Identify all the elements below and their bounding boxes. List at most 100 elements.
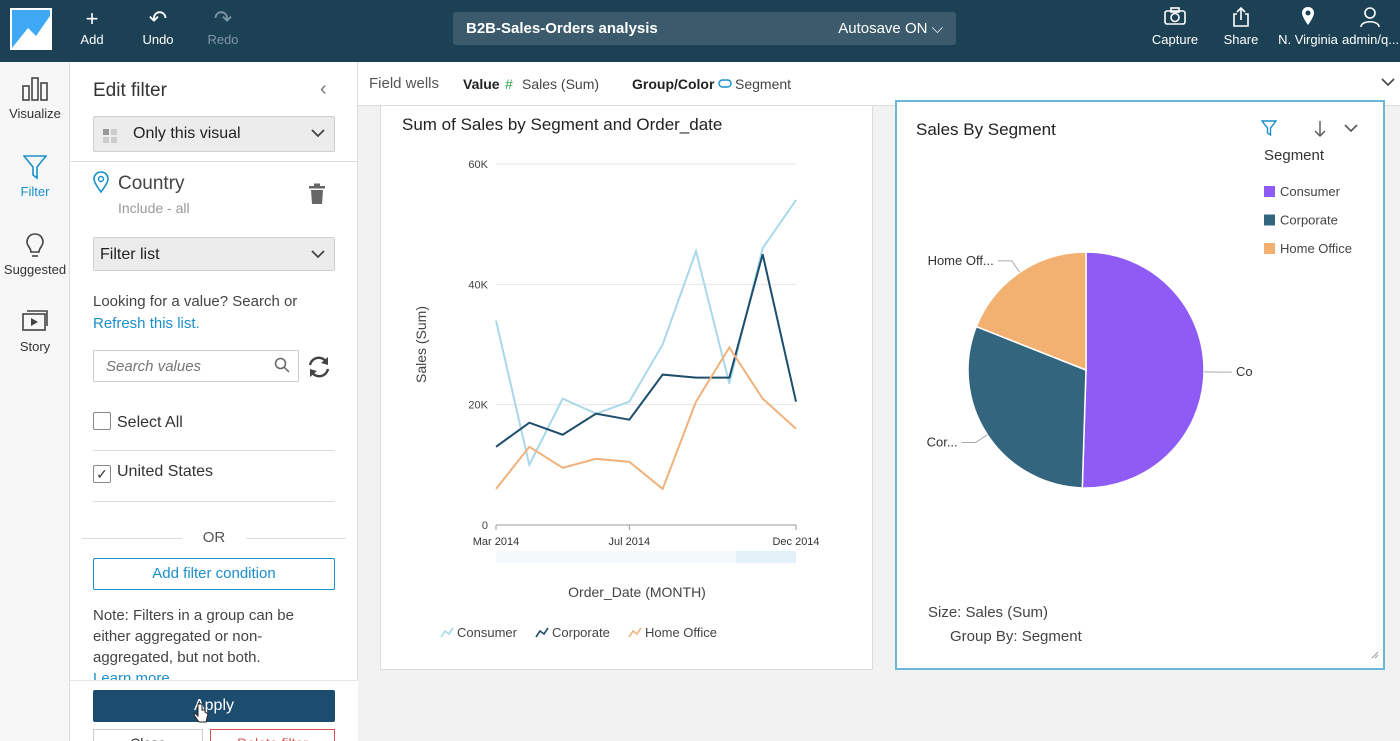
legend-label: Corporate	[1280, 213, 1338, 228]
divider	[93, 501, 335, 502]
x-axis-label: Order_Date (MONTH)	[568, 584, 706, 600]
legend-label: Consumer	[457, 625, 518, 640]
rail-visualize[interactable]: Visualize	[0, 76, 70, 121]
redo-icon: ↷	[213, 6, 233, 31]
undo-icon: ↶	[148, 6, 168, 31]
series-line-consumer	[495, 199, 797, 468]
share-icon	[1218, 6, 1264, 32]
lightbulb-icon	[0, 232, 70, 262]
apply-button[interactable]: Apply	[93, 690, 335, 722]
slice-label: Home Off...	[928, 253, 994, 268]
pie-slice-consumer	[1081, 251, 1205, 489]
expand-field-wells-icon[interactable]	[1380, 74, 1396, 93]
divider	[70, 161, 358, 162]
or-divider-right	[246, 538, 346, 539]
united-states-checkbox[interactable]: ✓	[93, 465, 111, 483]
slice-label: Cor...	[927, 434, 958, 449]
select-all-checkbox-row[interactable]: Select All	[93, 412, 183, 432]
filter-scope-dropdown[interactable]: Only this visual	[93, 116, 335, 152]
location-pin-icon	[1276, 6, 1340, 32]
filter-icon[interactable]	[1260, 120, 1278, 141]
visual-scope-icon	[102, 128, 118, 149]
size-label: Size: Sales (Sum)	[928, 604, 1049, 621]
refresh-list-link[interactable]: Refresh this list.	[93, 315, 200, 332]
pie-chart-svg: Co Cor... Home Off... Consumer Corporate Home…	[927, 184, 1352, 489]
delete-filter-button[interactable]: Delete filter	[210, 729, 335, 741]
field-wells-label[interactable]: Field wells	[369, 75, 440, 92]
redo-button[interactable]: ↷ Redo	[193, 6, 253, 47]
legend-line-icon	[440, 627, 454, 638]
quicksight-logo[interactable]	[10, 8, 52, 50]
collapse-panel-icon[interactable]: ‹	[320, 78, 327, 100]
pie-slice-corporate	[967, 325, 1087, 489]
value-well-field[interactable]: Sales (Sum)	[522, 76, 600, 92]
hash-icon: #	[505, 76, 513, 92]
chart-title: Sales By Segment	[916, 120, 1056, 139]
help-text: Looking for a value? Search or Refresh t…	[93, 291, 297, 335]
slice-leader-line	[997, 260, 1021, 273]
select-all-checkbox[interactable]	[93, 412, 111, 430]
list-item[interactable]: ✓ United States	[93, 463, 213, 483]
sort-descending-icon[interactable]	[1313, 120, 1327, 143]
action-bar: Apply Close Delete filter	[70, 680, 358, 741]
group-well-label: Group/Color	[632, 76, 715, 92]
undo-button[interactable]: ↶ Undo	[128, 6, 188, 47]
left-rail: Visualize Filter Suggested Story	[0, 62, 70, 741]
range-scrollbar-thumb	[736, 551, 796, 563]
chevron-down-icon: ⌵	[931, 20, 943, 37]
legend-label: Consumer	[1280, 184, 1341, 199]
chevron-down-icon	[311, 123, 325, 148]
region-selector[interactable]: N. Virginia	[1276, 6, 1340, 47]
rail-suggested[interactable]: Suggested	[0, 232, 70, 277]
filter-icon	[0, 154, 70, 184]
legend-swatch	[1264, 186, 1275, 197]
add-button[interactable]: + Add	[62, 6, 122, 47]
rail-filter[interactable]: Filter	[0, 154, 70, 199]
user-icon	[1342, 6, 1400, 32]
x-tick-label: Dec 2014	[772, 536, 819, 548]
filter-type-dropdown[interactable]: Filter list	[93, 237, 335, 271]
group-well-field[interactable]: Segment	[735, 76, 792, 92]
legend-swatch	[1264, 243, 1275, 254]
panel-title: Edit filter	[93, 80, 167, 101]
chevron-down-icon	[311, 244, 325, 269]
search-values-field[interactable]	[93, 350, 299, 382]
slice-leader-line	[961, 434, 988, 443]
mouse-cursor-icon	[193, 703, 209, 723]
camera-icon	[1147, 6, 1203, 32]
user-menu[interactable]: admin/q...	[1342, 6, 1400, 47]
autosave-dropdown[interactable]: Autosave ON ⌵	[838, 20, 943, 37]
rail-story[interactable]: Story	[0, 309, 70, 354]
range-scrollbar	[496, 551, 796, 563]
share-button[interactable]: Share	[1218, 6, 1264, 47]
trash-icon[interactable]	[308, 183, 326, 205]
pie-chart-visual[interactable]: Sales By Segment Segment Co Cor... Home Of…	[895, 100, 1385, 670]
slice-label: Co	[1236, 364, 1253, 379]
story-icon	[0, 309, 70, 339]
x-tick-label: Jul 2014	[609, 536, 651, 548]
analysis-name[interactable]: B2B-Sales-Orders analysis	[466, 20, 658, 37]
legend-title: Segment	[1264, 147, 1325, 164]
resize-handle-icon[interactable]	[1369, 646, 1379, 664]
close-button[interactable]: Close	[93, 729, 203, 741]
line-chart-svg: 0 20K 40K 60K Mar 2014 Jul 2014 Dec 2014 Sales …	[413, 159, 820, 640]
divider	[93, 450, 335, 451]
analysis-title-box[interactable]: B2B-Sales-Orders analysis Autosave ON ⌵	[453, 12, 956, 45]
legend-line-icon	[628, 627, 642, 638]
line-chart-visual[interactable]: Sum of Sales by Segment and Order_date 0…	[380, 106, 873, 670]
refresh-icon[interactable]	[306, 354, 332, 385]
x-tick-label: Mar 2014	[473, 536, 519, 548]
add-filter-condition-button[interactable]: Add filter condition	[93, 558, 335, 590]
visual-menu-chevron-icon[interactable]	[1343, 121, 1359, 140]
plus-icon: +	[85, 6, 99, 31]
or-divider-left	[82, 538, 182, 539]
search-input[interactable]	[106, 358, 266, 375]
series-line-home-office	[495, 345, 797, 491]
legend-swatch	[1264, 214, 1275, 226]
filter-field-status: Include - all	[118, 200, 190, 216]
capture-button[interactable]: Capture	[1147, 6, 1203, 47]
y-tick-label: 20K	[468, 400, 488, 412]
legend-label: Corporate	[552, 625, 610, 640]
search-icon	[274, 357, 290, 378]
top-bar: + Add ↶ Undo ↷ Redo B2B-Sales-Orders ana…	[0, 0, 1400, 62]
